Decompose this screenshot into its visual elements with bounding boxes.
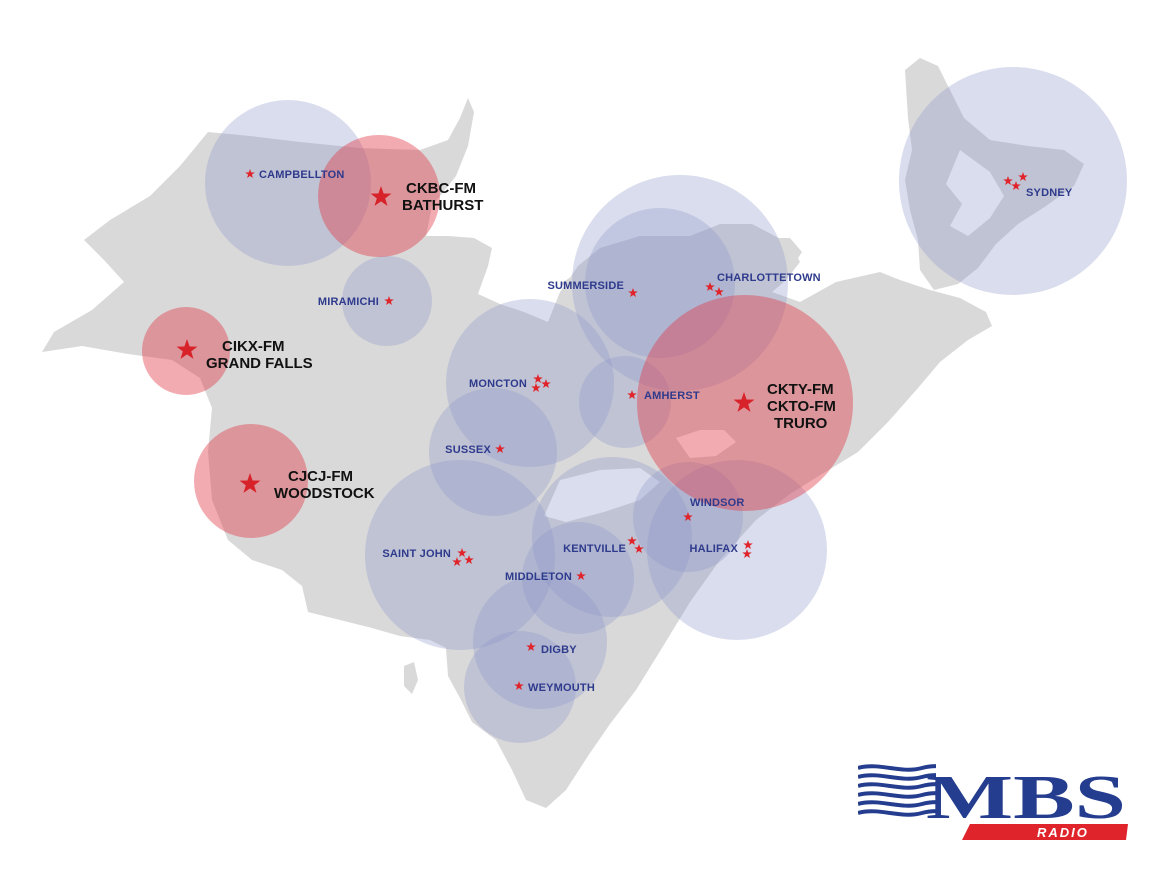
coverage-kentville: [532, 457, 692, 617]
star-icon: [576, 571, 586, 581]
land-cape-breton: [905, 58, 1084, 290]
station-callsign: CKTY-FM: [767, 381, 834, 398]
star-icon: [514, 681, 524, 691]
station-city: BATHURST: [402, 197, 483, 214]
city-label-middleton: MIDDLETON: [505, 571, 572, 583]
mbs-radio-logo: MBS RADIO: [858, 764, 1128, 840]
logo-waves-icon: [858, 764, 936, 817]
city-label-halifax: HALIFAX: [690, 543, 739, 555]
station-label-truro: CKTY-FM CKTO-FM TRURO: [767, 381, 840, 432]
city-label-kentville: KENTVILLE: [563, 543, 626, 555]
star-icon: [452, 557, 462, 567]
star-icon: [531, 383, 541, 393]
land-pei: [560, 238, 802, 324]
coverage-halifax: [647, 460, 827, 640]
star-icon: [464, 555, 474, 565]
city-label-sydney: SYDNEY: [1026, 187, 1073, 199]
logo-wordmark: MBS: [926, 764, 1126, 832]
star-icon: [239, 473, 261, 493]
city-label-saint-john: SAINT JOHN: [382, 548, 451, 560]
city-label-windsor: WINDSOR: [690, 497, 745, 509]
star-icon: [627, 536, 637, 546]
coverage-campbellton: [205, 100, 371, 266]
station-labels: CKBC-FM BATHURST CIKX-FM GRAND FALLS CJC…: [206, 180, 840, 502]
coverage-moncton: [446, 299, 614, 467]
logo-radio-text: RADIO: [1037, 825, 1089, 840]
station-callsign: CJCJ-FM: [288, 468, 353, 485]
city-label-weymouth: WEYMOUTH: [528, 682, 595, 694]
star-icon: [714, 287, 724, 297]
land-masses: [42, 58, 1084, 808]
city-label-sussex: SUSSEX: [445, 444, 491, 456]
star-icon: [541, 379, 551, 389]
city-label-digby: DIGBY: [541, 644, 577, 656]
station-city: WOODSTOCK: [274, 485, 375, 502]
coverage-sussex: [429, 388, 557, 516]
star-icon: [1011, 181, 1021, 191]
city-label-charlottetown: CHARLOTTETOWN: [717, 272, 821, 284]
city-label-miramichi: MIRAMICHI: [318, 296, 379, 308]
city-label-campbellton: CAMPBELLTON: [259, 169, 345, 181]
city-label-amherst: AMHERST: [644, 390, 700, 402]
coverage-digby: [473, 575, 607, 709]
star-icon: [495, 444, 505, 454]
star-icon: [370, 186, 392, 206]
coverage-sydney: [899, 67, 1127, 295]
star-icon: [742, 549, 752, 559]
star-icon: [176, 339, 198, 359]
land-grand-manan: [404, 662, 418, 694]
star-icon: [683, 512, 693, 522]
star-icon: [743, 540, 753, 550]
station-label-bathurst: CKBC-FM BATHURST: [402, 180, 483, 214]
coverage-charlottetown: [585, 208, 735, 358]
star-icon: [526, 642, 536, 652]
city-labels: CAMPBELLTON MIRAMICHI SUMMERSIDE CHARLOT…: [259, 169, 1073, 694]
coverage-middleton: [522, 522, 634, 634]
station-city: TRURO: [774, 415, 828, 432]
station-markers: [176, 186, 755, 493]
station-callsign: CKTO-FM: [767, 398, 836, 415]
station-callsign: CIKX-FM: [222, 338, 285, 355]
bras-dor-lake: [946, 150, 1004, 236]
station-label-woodstock: CJCJ-FM WOODSTOCK: [274, 468, 375, 502]
star-icon: [634, 544, 644, 554]
city-label-moncton: MONCTON: [469, 378, 527, 390]
minas-basin: [676, 430, 736, 458]
star-icon: [384, 296, 394, 306]
star-icon: [1018, 172, 1028, 182]
star-icon: [627, 390, 637, 400]
logo-radio-banner: [962, 824, 1128, 840]
coverage-summerside: [572, 175, 788, 391]
fundy-channel: [544, 468, 660, 522]
station-label-grand-falls: CIKX-FM GRAND FALLS: [206, 338, 313, 372]
star-icon: [705, 282, 715, 292]
star-icon: [733, 392, 755, 412]
station-city: GRAND FALLS: [206, 355, 313, 372]
star-icon: [628, 288, 638, 298]
star-icon: [457, 548, 467, 558]
star-icon: [1003, 176, 1013, 186]
station-callsign: CKBC-FM: [406, 180, 476, 197]
coverage-amherst: [579, 356, 671, 448]
water-features: [544, 150, 1004, 522]
star-icon: [245, 169, 255, 179]
star-icon: [533, 374, 543, 384]
city-markers: [245, 169, 1028, 691]
city-label-summerside: SUMMERSIDE: [547, 280, 624, 292]
